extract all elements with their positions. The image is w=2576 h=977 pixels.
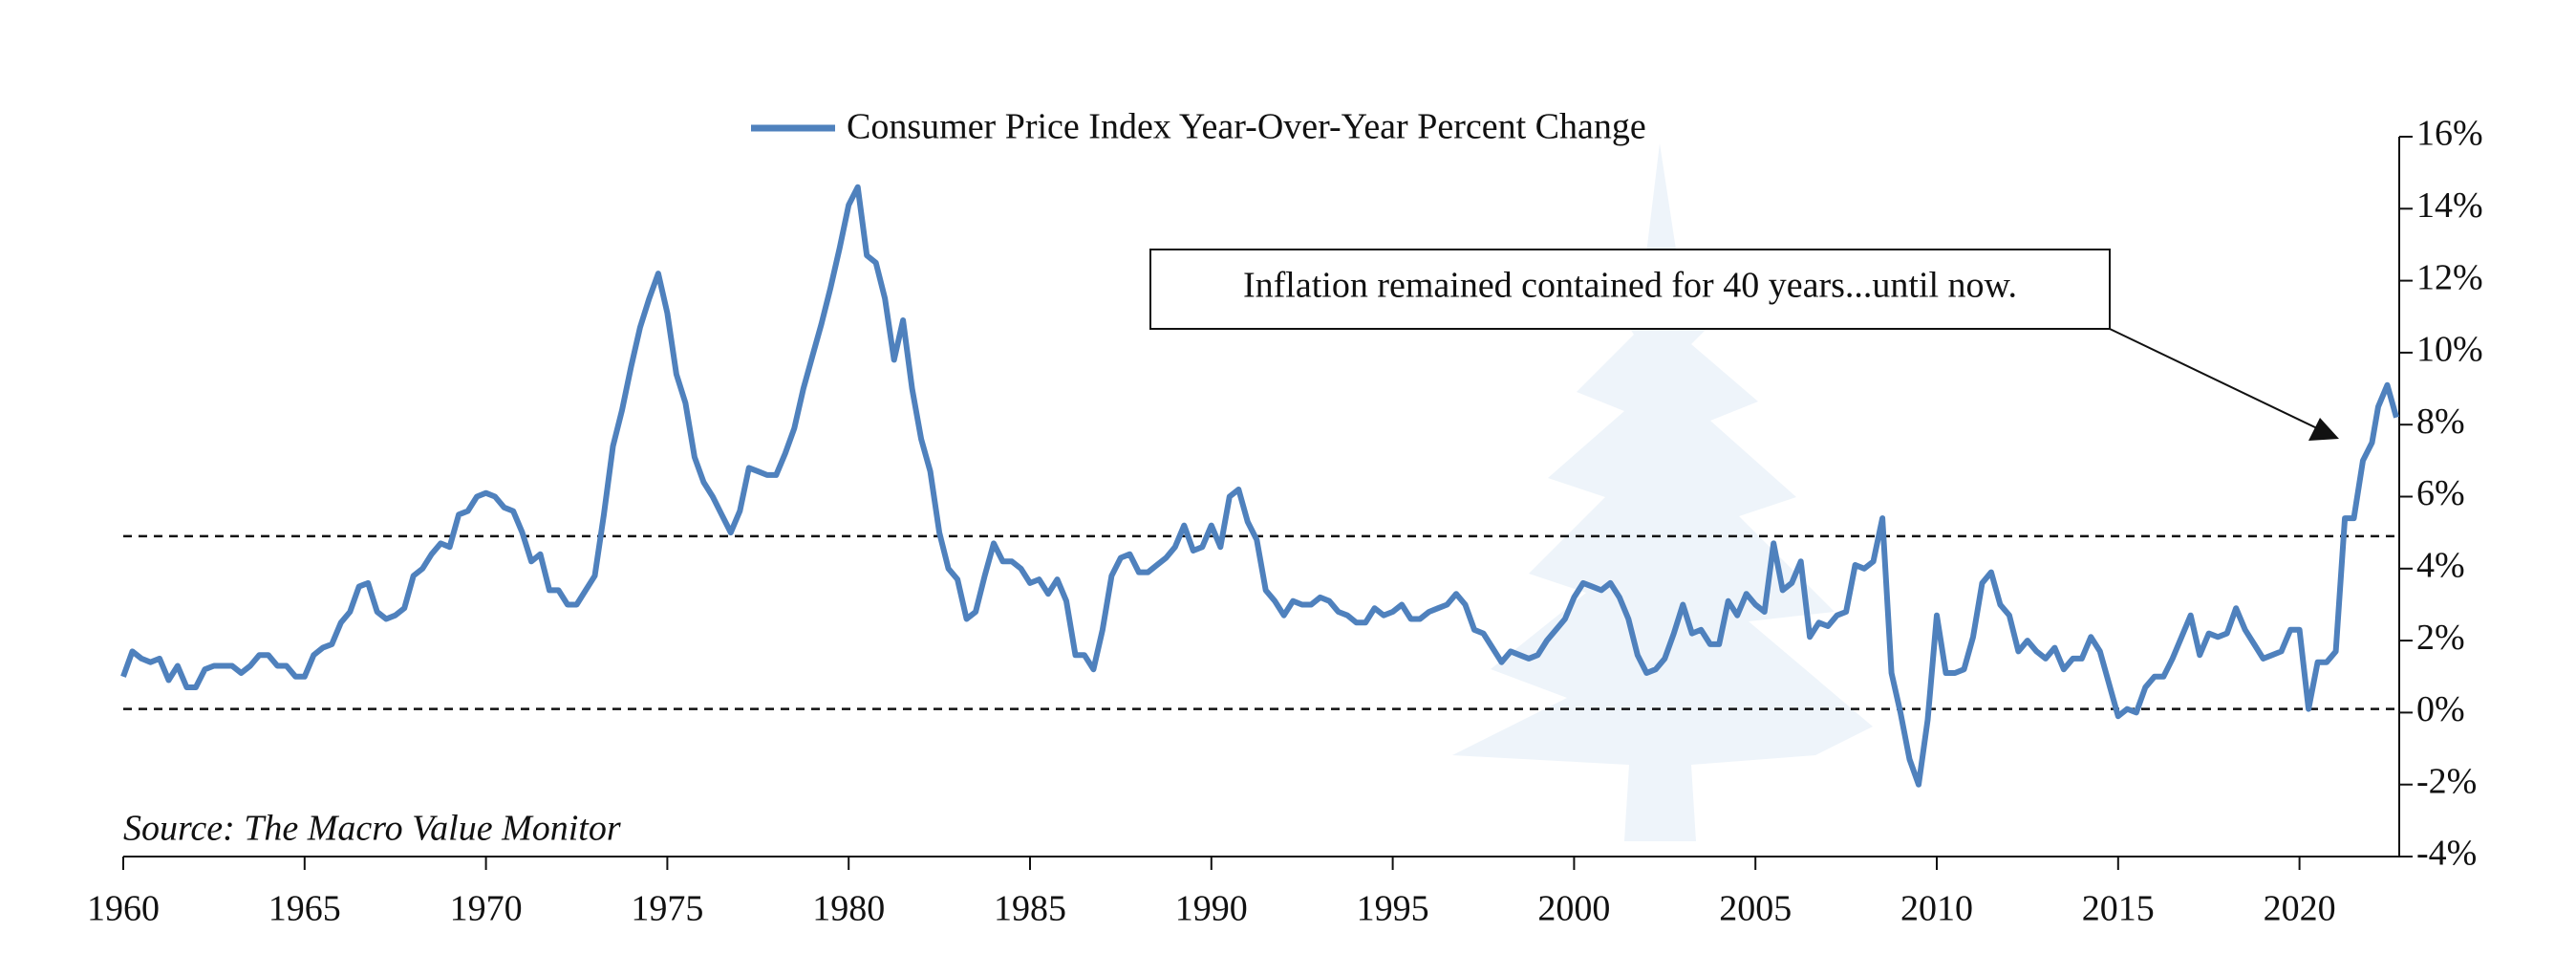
x-tick-label: 1970 [450,889,523,929]
y-tick-label: 10% [2416,330,2483,370]
y-tick-label: -4% [2416,834,2477,874]
x-tick-label: 1995 [1357,889,1429,929]
y-tick-label: 8% [2416,402,2465,442]
x-tick-label: 1975 [631,889,703,929]
x-tick-label: 1985 [994,889,1066,929]
x-tick-label: 2020 [2264,889,2336,929]
annotation-box [1149,249,2111,330]
y-tick-label: 16% [2416,114,2483,154]
x-tick-label: 1980 [812,889,885,929]
x-tick-label: 2015 [2082,889,2155,929]
watermark [1452,143,1873,841]
y-tick-label: 14% [2416,185,2483,226]
source: Source: The Macro Value Monitor [123,809,621,849]
x-tick-label: 1990 [1175,889,1248,929]
legend-label: Consumer Price Index Year-Over-Year Perc… [847,107,1646,147]
x-tick-label: 2000 [1537,889,1610,929]
series-line [120,184,2399,788]
y-tick-label: 4% [2416,546,2465,586]
y-tick-label: 12% [2416,257,2483,297]
x-tick-label: 1960 [87,889,160,929]
y-tick-label: 2% [2416,618,2465,658]
x-tick-label: 2005 [1719,889,1792,929]
x-tick-label: 2010 [1900,889,1973,929]
x-tick-label: 1965 [268,889,341,929]
y-tick-label: -2% [2416,761,2477,801]
annotation: Inflation remained contained for 40 year… [1243,266,2017,306]
annotation-arrow [2109,328,2318,429]
y-tick-label: 0% [2416,689,2465,729]
arrow-head [2308,418,2339,441]
y-tick-label: 6% [2416,473,2465,513]
